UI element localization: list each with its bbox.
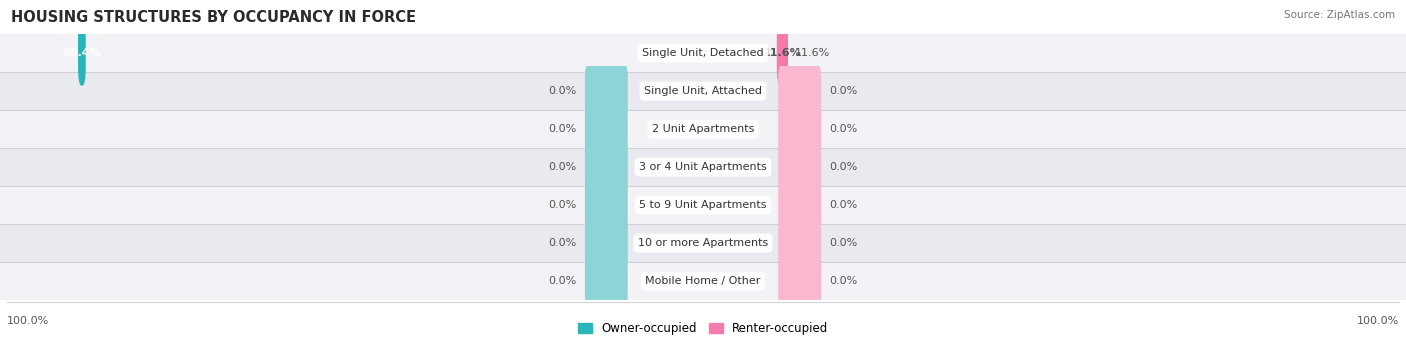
FancyBboxPatch shape [779,104,821,154]
Text: Source: ZipAtlas.com: Source: ZipAtlas.com [1284,10,1395,20]
Text: 100.0%: 100.0% [7,315,49,326]
Text: Single Unit, Attached: Single Unit, Attached [644,86,762,96]
Text: 0.0%: 0.0% [548,124,576,134]
Text: 2 Unit Apartments: 2 Unit Apartments [652,124,754,134]
FancyBboxPatch shape [0,224,1406,262]
FancyBboxPatch shape [0,148,1406,186]
FancyBboxPatch shape [779,142,821,192]
Text: 0.0%: 0.0% [548,162,576,172]
FancyBboxPatch shape [0,72,1406,110]
Text: 10 or more Apartments: 10 or more Apartments [638,238,768,248]
Text: 0.0%: 0.0% [830,238,858,248]
FancyBboxPatch shape [779,256,821,306]
FancyBboxPatch shape [585,256,627,306]
Text: Single Unit, Detached: Single Unit, Detached [643,48,763,58]
Text: 0.0%: 0.0% [548,86,576,96]
Text: Mobile Home / Other: Mobile Home / Other [645,276,761,286]
Text: 0.0%: 0.0% [548,238,576,248]
FancyBboxPatch shape [779,180,821,230]
Text: 11.6%: 11.6% [796,48,831,58]
FancyBboxPatch shape [585,218,627,268]
FancyBboxPatch shape [77,20,86,86]
Text: 0.0%: 0.0% [830,162,858,172]
FancyBboxPatch shape [0,262,1406,300]
Text: 88.4%: 88.4% [62,48,101,58]
FancyBboxPatch shape [0,186,1406,224]
FancyBboxPatch shape [779,218,821,268]
FancyBboxPatch shape [585,142,627,192]
Text: 0.0%: 0.0% [830,200,858,210]
FancyBboxPatch shape [0,34,1406,72]
Text: 11.6%: 11.6% [763,48,801,58]
Text: 0.0%: 0.0% [830,86,858,96]
Text: 100.0%: 100.0% [1357,315,1399,326]
Text: 5 to 9 Unit Apartments: 5 to 9 Unit Apartments [640,200,766,210]
FancyBboxPatch shape [0,110,1406,148]
FancyBboxPatch shape [585,66,627,116]
Legend: Owner-occupied, Renter-occupied: Owner-occupied, Renter-occupied [578,322,828,335]
FancyBboxPatch shape [778,20,787,86]
Text: 3 or 4 Unit Apartments: 3 or 4 Unit Apartments [640,162,766,172]
Text: HOUSING STRUCTURES BY OCCUPANCY IN FORCE: HOUSING STRUCTURES BY OCCUPANCY IN FORCE [11,10,416,25]
Text: 0.0%: 0.0% [830,276,858,286]
FancyBboxPatch shape [585,104,627,154]
Text: 0.0%: 0.0% [548,200,576,210]
Text: 0.0%: 0.0% [830,124,858,134]
FancyBboxPatch shape [779,66,821,116]
FancyBboxPatch shape [585,180,627,230]
Text: 0.0%: 0.0% [548,276,576,286]
